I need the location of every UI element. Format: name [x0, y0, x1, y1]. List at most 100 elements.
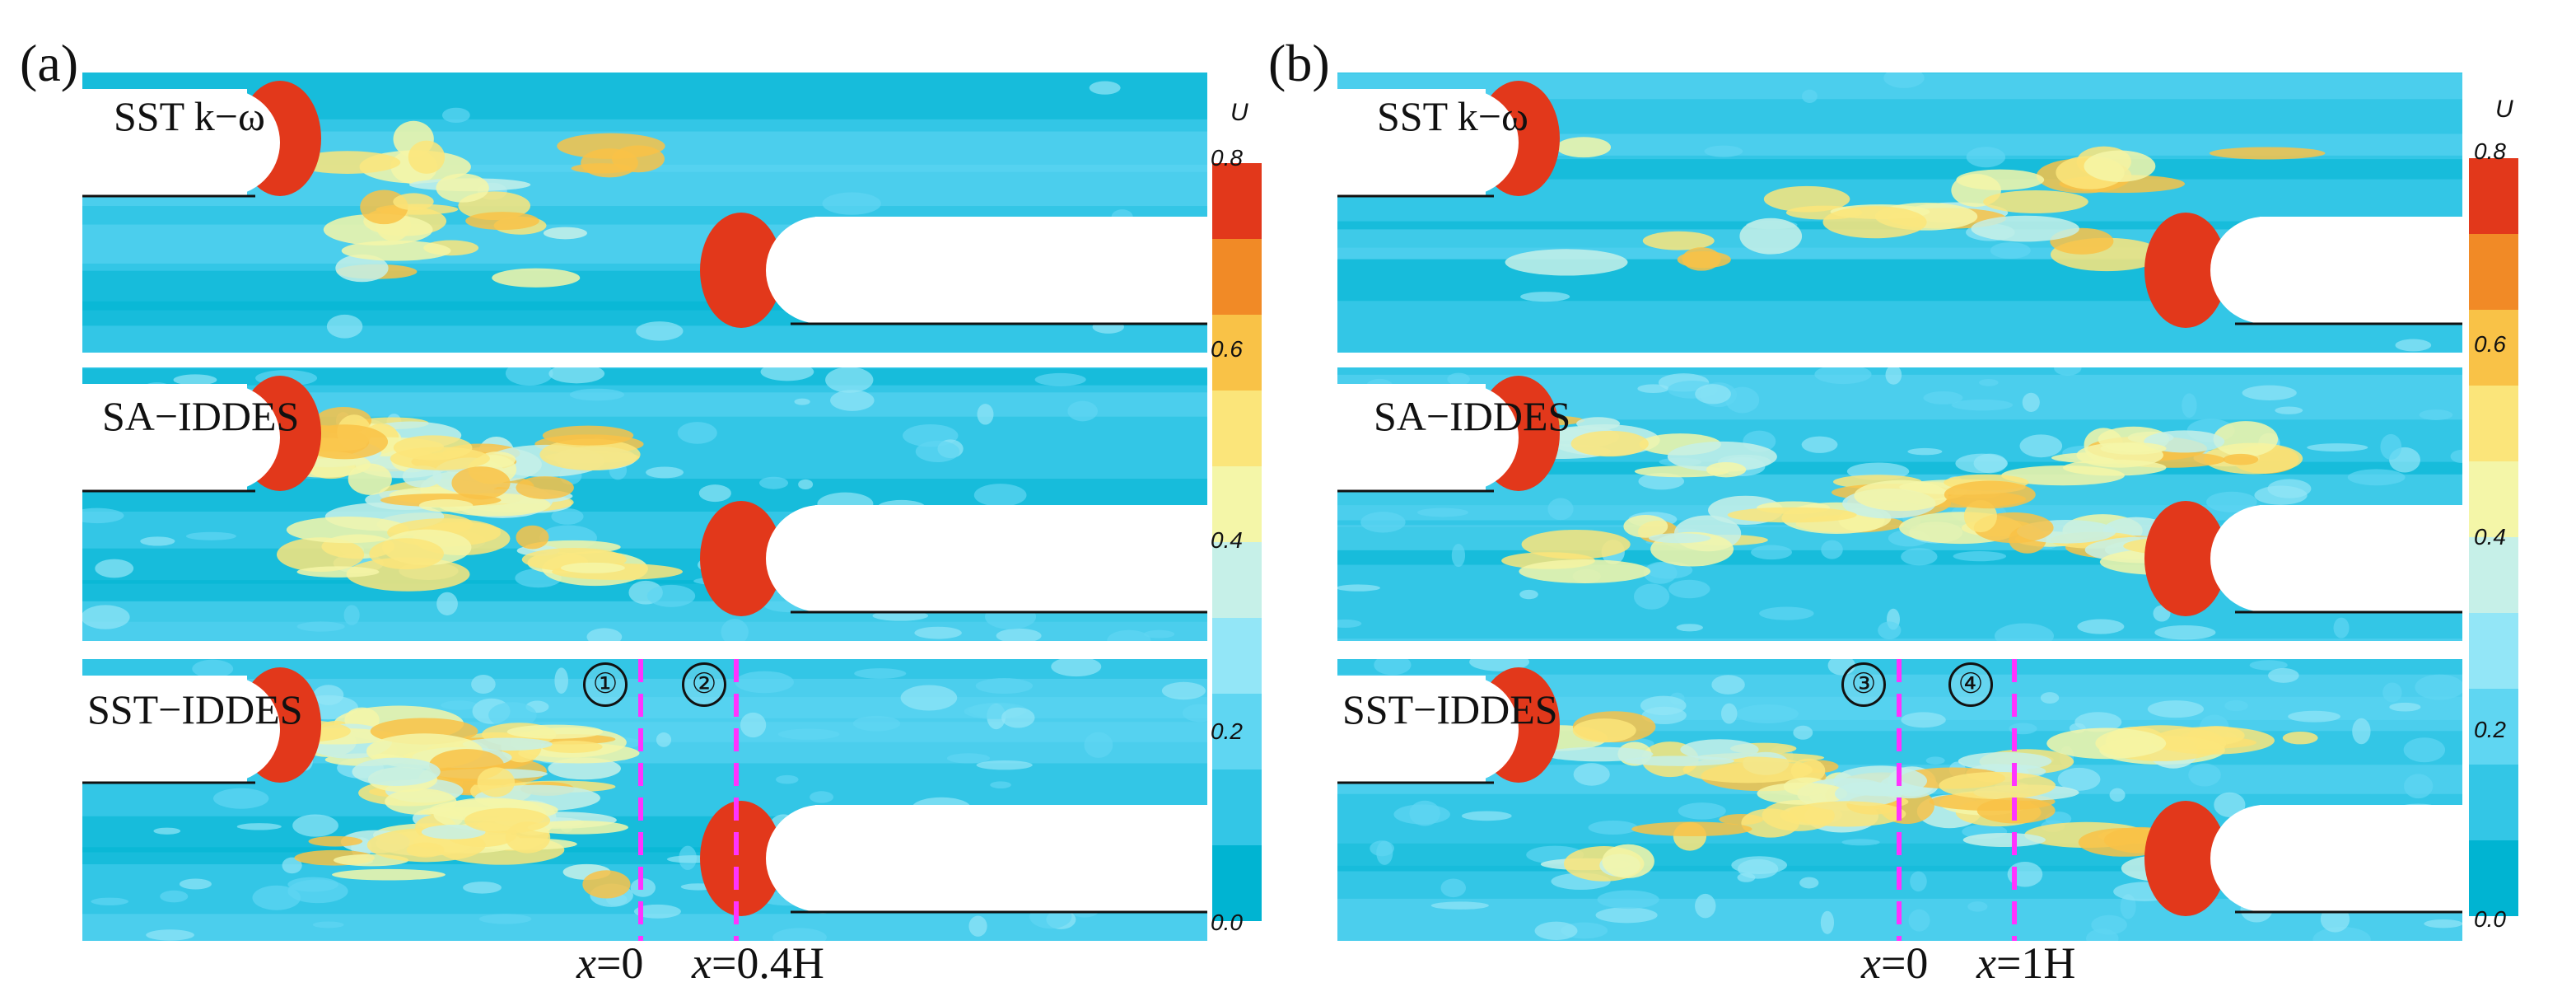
panel-letter-a: (a) [20, 34, 79, 92]
colorbar-swatch [2469, 765, 2518, 840]
flow-eddy [569, 388, 625, 401]
jet-contour [1971, 215, 2079, 242]
jet-contour [1939, 771, 2056, 799]
flow-eddy [2182, 393, 2197, 418]
contour-field [82, 73, 1207, 353]
colorbar-swatch [2469, 689, 2518, 765]
flow-eddy [179, 878, 212, 890]
jet-contour [1570, 430, 1649, 457]
flow-eddy [236, 823, 282, 830]
contour-field [1337, 367, 2462, 641]
jet-contour [402, 465, 442, 488]
jet-contour [1835, 781, 1902, 807]
blade-lower-body [2260, 505, 2462, 612]
jet-contour [294, 151, 401, 174]
flow-eddy [1376, 840, 1393, 865]
jet-contour [1763, 185, 1850, 213]
flow-eddy [2333, 617, 2350, 638]
contour-plot-b-sst-iddes [1337, 659, 2462, 941]
flow-eddy [463, 882, 502, 894]
flow-eddy [1801, 436, 1838, 453]
jet-contour [560, 562, 625, 573]
contour-plot-a-sst-kw [82, 73, 1207, 353]
jet-contour [2100, 442, 2167, 455]
x-label: x=1H [1976, 938, 2076, 988]
flow-eddy [2307, 443, 2368, 452]
colorbar-swatch [1212, 694, 1262, 769]
jet-contour [557, 133, 665, 159]
marker-1: ① [583, 662, 628, 707]
flow-eddy [2057, 767, 2101, 791]
colorbar-title: U [1230, 99, 1248, 126]
blade-lower-body [2260, 217, 2462, 324]
flow-eddy [822, 192, 881, 215]
colorbar-swatch [2469, 840, 2518, 916]
jet-contour [276, 537, 365, 572]
jet-contour [301, 424, 389, 460]
flow-eddy [2395, 339, 2432, 352]
flow-eddy [343, 605, 360, 625]
jet-contour [352, 757, 441, 786]
flow-eddy [1374, 659, 1412, 676]
jet-contour [1623, 514, 1668, 538]
flow-eddy [1966, 147, 2006, 168]
flow-eddy [1925, 756, 1945, 765]
jet-contour [393, 193, 434, 211]
contour-field [1337, 73, 2462, 353]
flow-eddy [2077, 619, 2125, 634]
jet-contour [2046, 727, 2167, 760]
flow-eddy [990, 781, 1011, 789]
flow-eddy [91, 897, 129, 905]
flow-eddy [830, 390, 875, 411]
flow-eddy [1967, 901, 1988, 912]
colorbar-swatch [2469, 234, 2518, 310]
flow-eddy [1711, 675, 1745, 695]
flow-eddy [1799, 877, 1819, 889]
contour-field [1337, 659, 2462, 941]
jet-contour [341, 240, 451, 261]
jet-contour [464, 807, 551, 834]
colorbar-tick: 0.4 [1211, 527, 1243, 553]
flow-eddy [212, 788, 269, 809]
colorbar-tick: 0.6 [2474, 331, 2506, 357]
flow-eddy [1759, 606, 1814, 620]
jet-contour [506, 724, 604, 739]
flow-band [82, 914, 1207, 941]
flow-eddy [1955, 453, 2009, 474]
flow-eddy [1143, 629, 1175, 638]
jet-contour [348, 463, 392, 495]
flow-eddy [1520, 292, 1570, 302]
blade-lower-body [2260, 805, 2462, 912]
flow-eddy [2109, 788, 2126, 802]
flow-eddy [326, 314, 363, 339]
colorbar-tick: 0.4 [2474, 524, 2506, 550]
blade-upper-body [82, 384, 247, 491]
flow-eddy [2352, 718, 2371, 745]
flow-eddy [798, 479, 814, 490]
colorbar-swatch [1212, 845, 1262, 921]
flow-eddy [1951, 399, 2014, 411]
jet-contour [1680, 739, 1759, 760]
flow-eddy [852, 715, 901, 732]
flow-eddy [1641, 706, 1687, 725]
jet-contour [2084, 150, 2156, 182]
jet-contour [2062, 459, 2167, 476]
colorbar-swatch [1212, 163, 1262, 239]
x-label: x=0.4H [692, 938, 824, 988]
colorbar-title: U [2495, 96, 2513, 123]
cbar-b [2469, 158, 2518, 916]
flow-eddy [1447, 372, 1470, 386]
jet-contour [323, 213, 433, 246]
flow-eddy [1440, 878, 1467, 898]
flow-eddy [2404, 774, 2434, 799]
jet-contour [1854, 479, 1948, 512]
jet-contour [541, 741, 603, 753]
row-label: SST k−ω [1377, 93, 1528, 139]
jet-contour [1642, 231, 1715, 250]
flow-eddy [1695, 384, 1731, 405]
flow-eddy [1001, 707, 1035, 728]
blade-upper-body [82, 89, 247, 196]
flow-eddy [2380, 433, 2402, 461]
blade-upper-body [82, 676, 247, 783]
row-label: SA−IDDES [102, 393, 300, 439]
